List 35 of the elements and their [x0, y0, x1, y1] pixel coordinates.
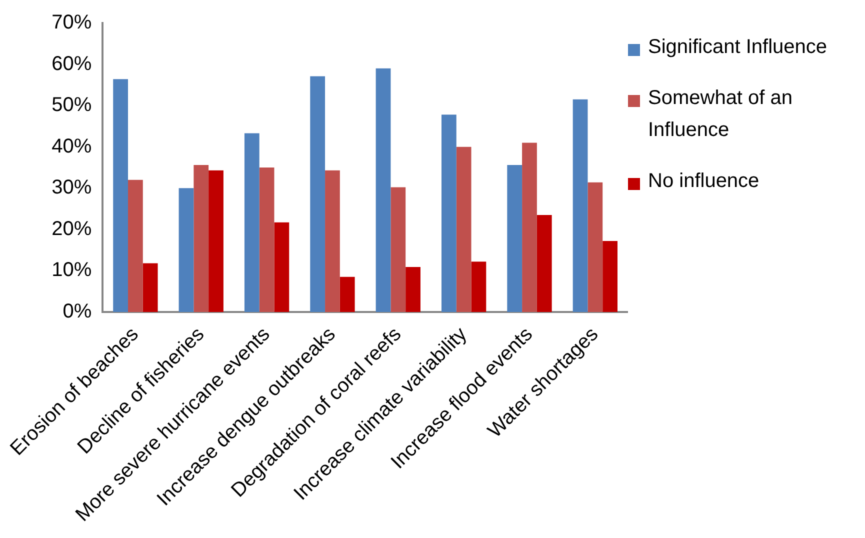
bar [456, 146, 472, 312]
bar [128, 180, 143, 312]
bar [406, 266, 420, 312]
bar [325, 170, 340, 312]
bar [522, 142, 537, 312]
bar [142, 263, 158, 312]
bar [588, 182, 603, 312]
bar [572, 99, 588, 312]
y-tick-label: 10% [52, 259, 92, 282]
legend-label: No influence [648, 169, 760, 194]
legend-label: Somewhat of an Influence [648, 86, 794, 143]
bar [310, 76, 326, 312]
legend-label: Significant Influence [648, 35, 828, 60]
bar [471, 262, 486, 312]
bar [536, 214, 552, 312]
bar [259, 167, 274, 312]
y-tick-label: 60% [52, 52, 92, 75]
y-tick-label: 40% [52, 135, 92, 158]
bar [441, 114, 456, 312]
bar [113, 79, 128, 312]
y-tick-label: 50% [52, 94, 92, 116]
bar [507, 165, 522, 312]
y-tick-label: 0% [62, 300, 92, 322]
y-tick-label: 20% [52, 218, 92, 240]
bar [208, 170, 224, 312]
bar [602, 240, 618, 312]
y-tick-label: 70% [52, 12, 92, 34]
bar [274, 222, 290, 312]
bar [376, 68, 391, 312]
bar [390, 187, 406, 312]
bar [178, 188, 194, 312]
y-tick-label: 30% [52, 176, 92, 199]
bar [340, 276, 355, 312]
bar [244, 133, 260, 312]
bar [194, 165, 209, 312]
